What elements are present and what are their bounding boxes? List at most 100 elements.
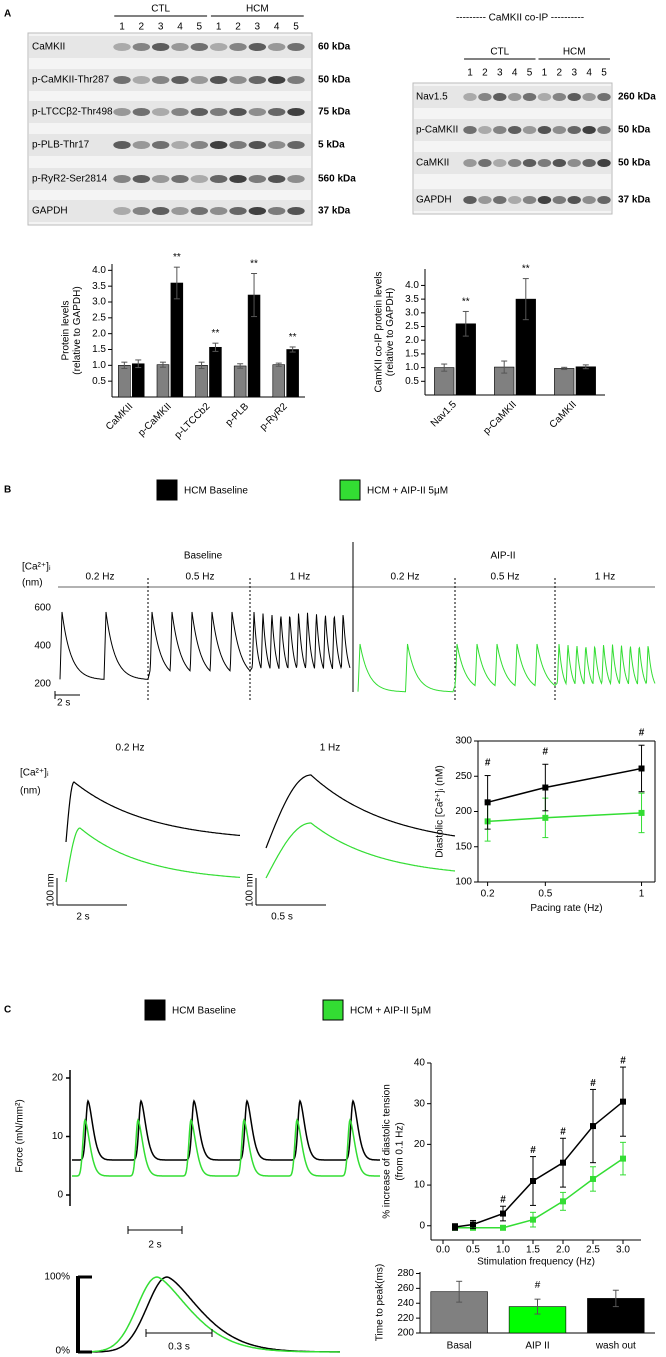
blot-band (567, 126, 581, 134)
lane-number: 4 (512, 68, 518, 79)
significance-mark: # (485, 758, 491, 769)
blot-row-label: p-RyR2-Ser2814 (32, 174, 107, 185)
blot-band (132, 76, 151, 84)
marker (452, 1223, 458, 1230)
scale-label: 0.3 s (168, 1342, 190, 1353)
legend-swatch (339, 479, 361, 501)
significance-mark: # (543, 746, 549, 757)
calcium-transient (65, 781, 240, 843)
condition-title: Baseline (184, 551, 223, 562)
blot-band (507, 126, 522, 134)
legend-label: HCM + AIP-II 5μM (367, 486, 448, 497)
lane-number: 1 (542, 68, 548, 79)
y-tick-label: 250 (455, 771, 472, 782)
y-axis-label: Protein levels (61, 300, 72, 360)
y-axis-label: (relative to GAPDH) (72, 286, 83, 374)
blot-band (229, 207, 247, 215)
blot-band (537, 126, 552, 134)
blot-band (171, 141, 189, 149)
blot-band (493, 159, 507, 167)
lane-number: 3 (571, 68, 577, 79)
lane-number: 5 (197, 22, 203, 33)
blot-band (248, 141, 267, 149)
blot-band (229, 76, 247, 84)
blot-row-label: p-PLB-Thr17 (32, 140, 90, 151)
error-bar (251, 273, 258, 318)
significance-mark: # (535, 1280, 541, 1291)
significance-mark: ** (462, 296, 470, 307)
blot-band (267, 108, 286, 116)
blot-strip (29, 36, 311, 58)
x-tick-label: 0.2 (481, 889, 495, 900)
blot-band (478, 93, 492, 101)
trace-tick-label: 0 (57, 1190, 63, 1201)
blot-band (493, 196, 507, 204)
normalized-trace (92, 1276, 340, 1353)
blot-band (113, 141, 131, 149)
blot-band (597, 196, 611, 204)
y-tick-label: 3.5 (92, 281, 106, 292)
blot-band (287, 141, 305, 149)
y-tick-label: 2.0 (405, 335, 419, 346)
legend-swatch (322, 999, 344, 1021)
marker (542, 784, 549, 791)
blot-band (171, 207, 189, 215)
blot-band (248, 76, 267, 84)
x-tick-label: Basal (447, 1341, 472, 1352)
calcium-trace (357, 643, 656, 693)
marker (530, 1216, 536, 1223)
blot-band (522, 196, 537, 204)
lane-number: 4 (177, 22, 183, 33)
blot-band (463, 159, 477, 167)
lane-number: 1 (216, 22, 222, 33)
blot-band (190, 175, 209, 183)
scale-label: 2 s (57, 698, 70, 709)
bar (233, 365, 247, 398)
blot-size: 60 kDa (318, 42, 351, 53)
marker (500, 1224, 506, 1231)
error-bar (135, 359, 142, 369)
marker (620, 1155, 626, 1162)
rate-label: 0.5 Hz (491, 572, 520, 583)
rate-label: 0.2 Hz (86, 572, 115, 583)
marker (590, 1175, 596, 1182)
y-tick-label: 200 (397, 1328, 414, 1339)
blot-band (171, 43, 189, 51)
x-tick-label: 1.0 (496, 1245, 510, 1256)
bar (195, 365, 208, 398)
legend-label: HCM Baseline (172, 1006, 236, 1017)
marker (560, 1159, 566, 1166)
y-axis-label: Time to peak(ms) (375, 1264, 386, 1341)
blot-band (582, 93, 596, 101)
blot-band (552, 93, 567, 101)
blot-band (567, 93, 581, 101)
blot-size: 37 kDa (618, 195, 651, 206)
lane-number: 5 (601, 68, 607, 79)
error-bar (456, 1280, 463, 1303)
error-bar (522, 278, 529, 321)
blot-band (287, 76, 305, 84)
calcium-trace (59, 611, 351, 681)
legend-swatch (144, 999, 166, 1021)
blot-band (507, 196, 522, 204)
blot-band (507, 93, 522, 101)
lane-number: 3 (158, 22, 164, 33)
blot-band (507, 159, 522, 167)
calcium-transient (265, 822, 456, 879)
blot-band (151, 175, 170, 183)
bar (118, 365, 131, 398)
error-bar (462, 310, 469, 337)
significance-mark: # (620, 1055, 626, 1066)
blot-band (582, 159, 596, 167)
zoom-ylabel: [Ca²⁺]ᵢ (20, 768, 49, 779)
blot-band (132, 207, 151, 215)
blot-band (597, 159, 611, 167)
marker (500, 1210, 506, 1217)
blot-band (190, 141, 209, 149)
blot-band (171, 175, 189, 183)
series-line (487, 767, 642, 804)
blot-band (287, 108, 305, 116)
blot-band (113, 76, 131, 84)
marker (470, 1221, 476, 1228)
